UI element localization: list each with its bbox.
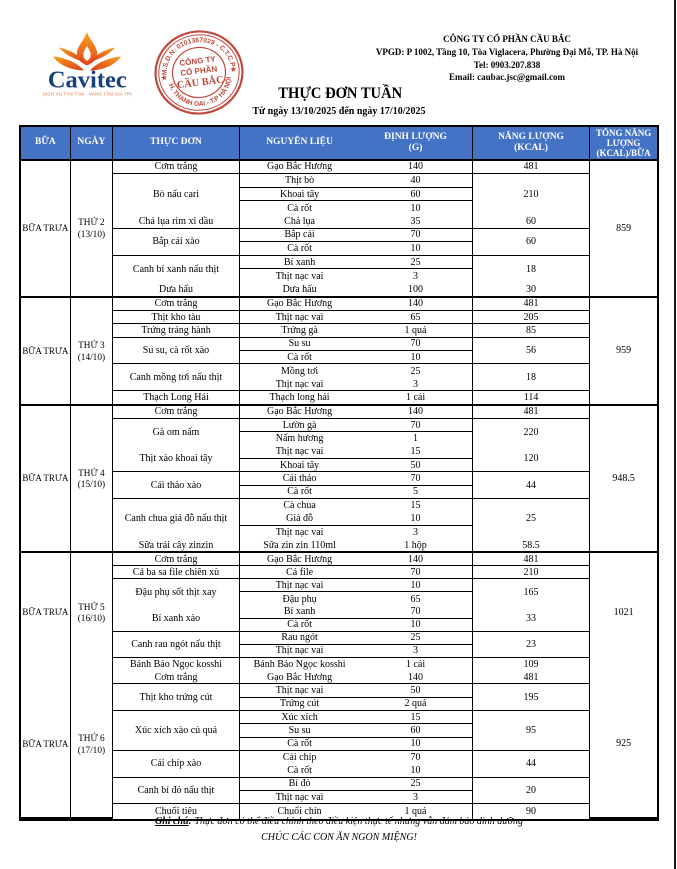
svg-text:★: ★	[229, 64, 237, 74]
svg-text:★: ★	[160, 73, 168, 83]
svg-text:CỔ PHẦN: CỔ PHẦN	[180, 63, 218, 77]
svg-text:CÔNG TY: CÔNG TY	[179, 54, 217, 67]
svg-text:Cavitec: Cavitec	[48, 67, 127, 94]
svg-text:DỊCH VỤ TẬN TÂM - NÂNG TẦM GIÁ: DỊCH VỤ TẬN TÂM - NÂNG TẦM GIÁ TRỊ	[43, 92, 132, 97]
